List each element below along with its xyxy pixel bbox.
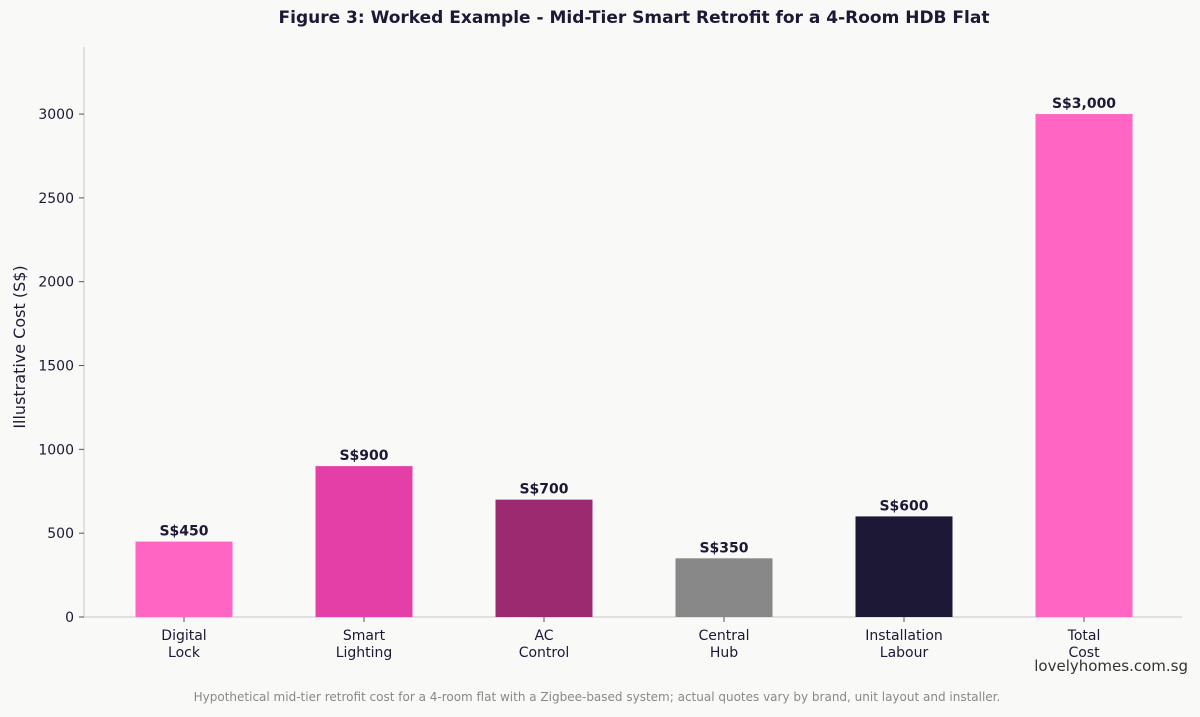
x-tick-label: Smart [343,628,386,644]
bar [855,516,953,617]
bar [675,558,773,617]
x-tick-label: AC [534,628,553,644]
x-tick-label: Digital [161,628,206,644]
x-tick-label: Lock [168,645,201,661]
y-tick-label: 0 [65,610,74,626]
bar [315,466,413,617]
x-tick-label: Labour [880,645,929,661]
y-tick-label: 500 [47,526,74,542]
data-label: S$700 [519,482,568,498]
y-tick-label: 2000 [38,275,74,291]
x-tick-label: Lighting [336,645,393,661]
x-tick-label: Central [699,628,750,644]
bar [495,499,593,617]
x-tick-label: Total [1067,628,1101,644]
chart-title: Figure 3: Worked Example - Mid-Tier Smar… [278,8,990,28]
watermark: lovelyhomes.com.sg [1034,657,1188,675]
data-label: S$600 [879,498,928,514]
x-tick-label: Installation [865,628,943,644]
data-label: S$3,000 [1052,96,1116,112]
data-label: S$450 [159,524,208,540]
x-tick-label: Cost [1068,645,1100,661]
data-label: S$350 [699,540,748,556]
x-tick-label: Control [519,645,570,661]
y-tick-label: 1000 [38,442,74,458]
footnote: Hypothetical mid-tier retrofit cost for … [193,690,1001,704]
y-tick-label: 2500 [38,191,74,207]
bar [1035,114,1133,617]
data-label: S$900 [339,448,388,464]
y-tick-label: 1500 [38,359,74,375]
y-axis-label: Illustrative Cost (S$) [10,265,29,428]
x-tick-label: Hub [710,645,738,661]
bar [135,541,233,617]
y-tick-label: 3000 [38,107,74,123]
